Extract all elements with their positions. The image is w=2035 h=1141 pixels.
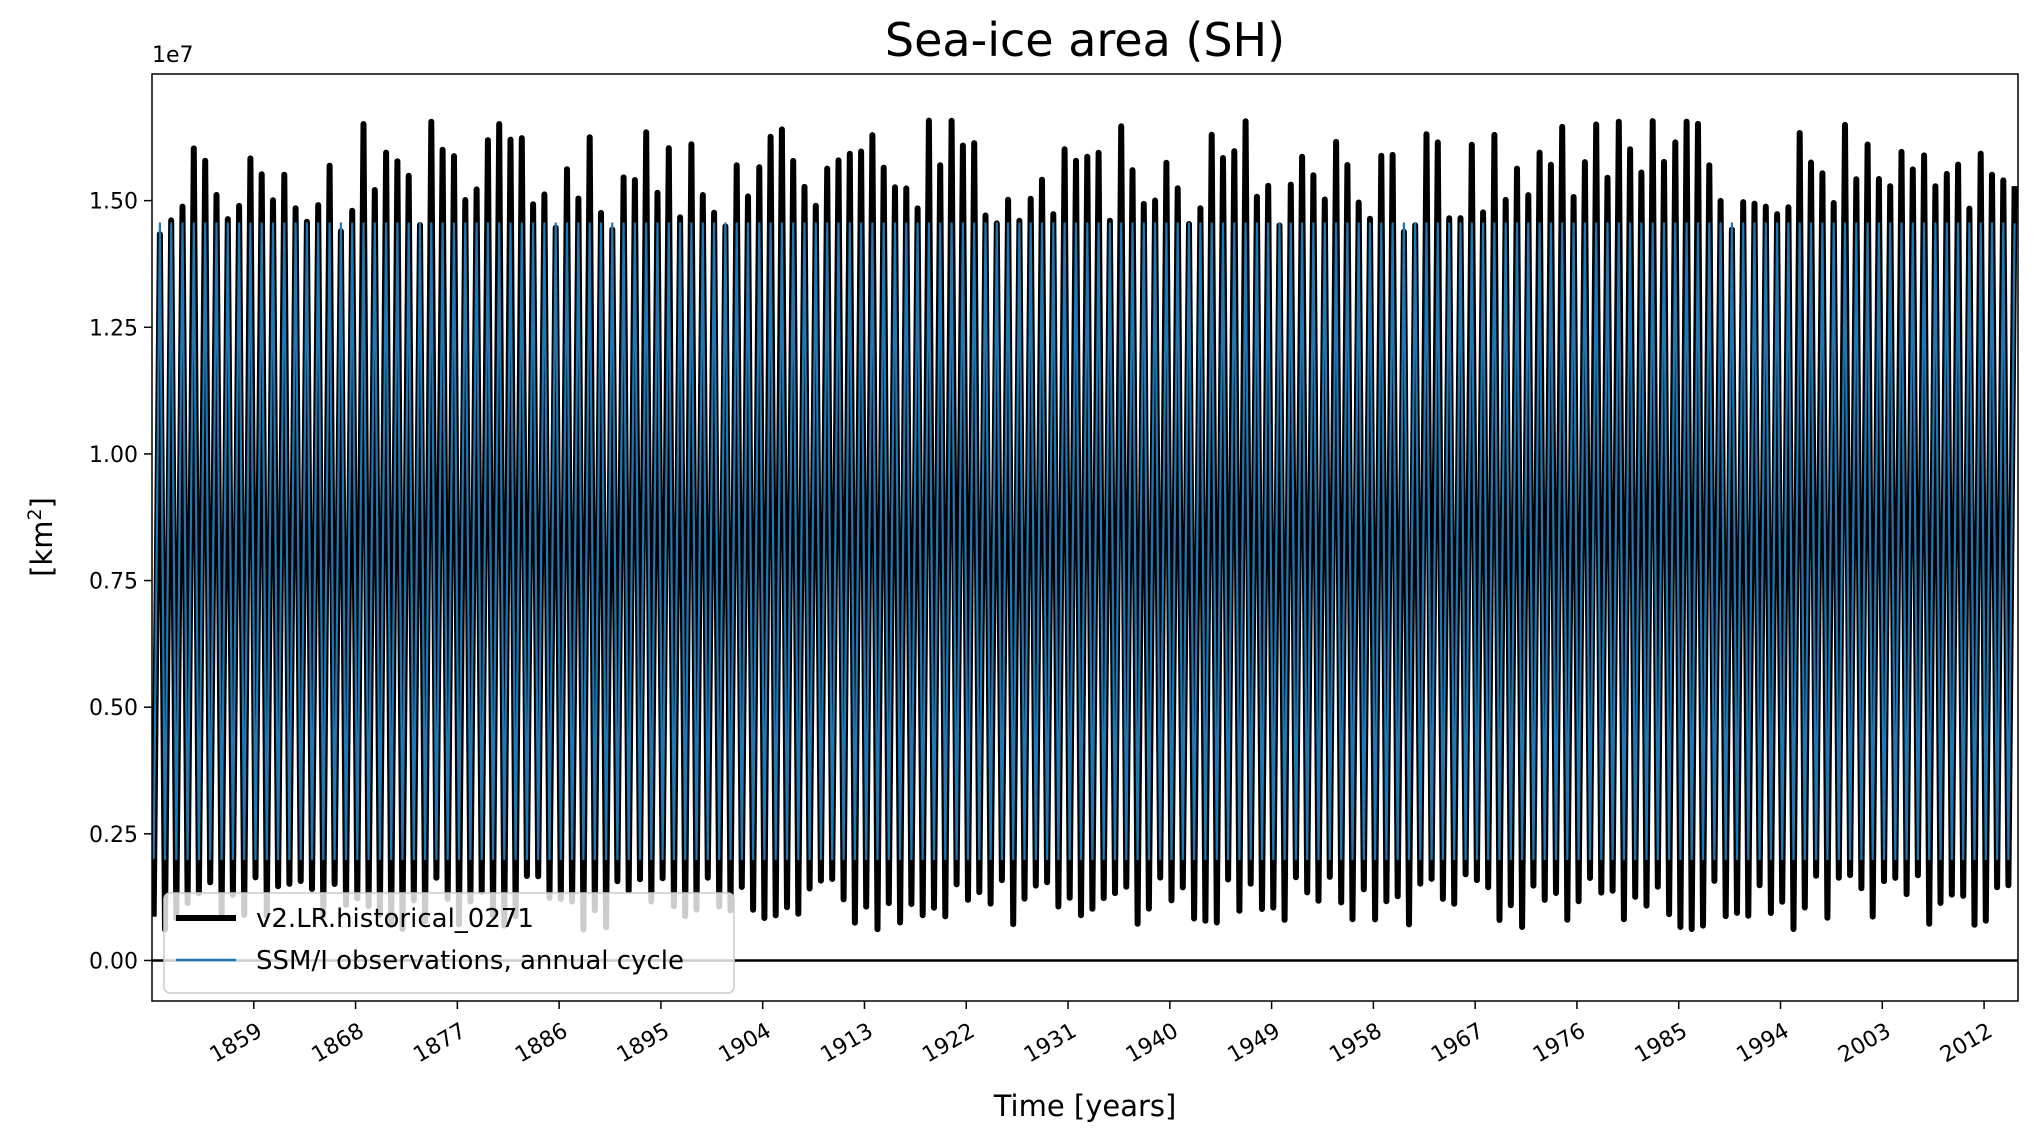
- legend-box: [163, 892, 735, 994]
- x-tick-label: 1904: [715, 1019, 776, 1069]
- y-tick-label: 0.50: [89, 696, 138, 721]
- y-tick-label: 1.25: [89, 316, 138, 341]
- x-tick-label: 1931: [1020, 1019, 1081, 1069]
- x-tick-label: 1976: [1529, 1019, 1590, 1069]
- x-tick-label: 1922: [918, 1019, 979, 1069]
- x-tick-label: 1985: [1631, 1019, 1692, 1069]
- x-tick-label: 1967: [1427, 1019, 1488, 1069]
- y-tick-label: 0.75: [89, 570, 138, 595]
- x-tick-label: 1958: [1325, 1019, 1386, 1069]
- x-tick-label: 2012: [1936, 1019, 1997, 1069]
- x-tick-label: 1994: [1733, 1019, 1794, 1069]
- x-tick-label: 2003: [1834, 1019, 1895, 1069]
- legend-label-model: v2.LR.historical_0271: [256, 904, 534, 934]
- x-tick-label: 1886: [511, 1019, 572, 1069]
- x-tick-label: 1895: [613, 1019, 674, 1069]
- y-tick-label: 0.00: [89, 949, 138, 974]
- y-tick-label: 1.00: [89, 443, 138, 468]
- y-axis: 0.00 0.25 0.50 0.75 1.00 1.25 1.50: [89, 190, 152, 974]
- legend-label-obs: SSM/I observations, annual cycle: [256, 946, 684, 976]
- plot-frame: [151, 73, 2019, 1002]
- y-tick-label: 1.50: [89, 190, 138, 215]
- x-tick-label: 1949: [1224, 1019, 1285, 1069]
- x-tick-label: 1877: [409, 1019, 470, 1069]
- y-axis-label: [km2]: [24, 497, 59, 577]
- x-tick-label: 1868: [308, 1019, 369, 1069]
- x-axis-label: Time [years]: [993, 1089, 1177, 1123]
- legend: v2.LR.historical_0271 SSM/I observations…: [163, 892, 735, 994]
- x-axis: 1859 1868 1877 1886 1895 1904 1913 1922 1931 1940…: [206, 1001, 1997, 1068]
- x-tick-label: 1859: [206, 1019, 267, 1069]
- x-tick-label: 1940: [1122, 1019, 1183, 1069]
- x-tick-label: 1913: [816, 1019, 877, 1069]
- y-offset-text: 1e7: [152, 43, 194, 68]
- y-tick-label: 0.25: [89, 823, 138, 848]
- series-line-observations: [152, 222, 2016, 861]
- chart-title: Sea-ice area (SH): [885, 13, 1285, 67]
